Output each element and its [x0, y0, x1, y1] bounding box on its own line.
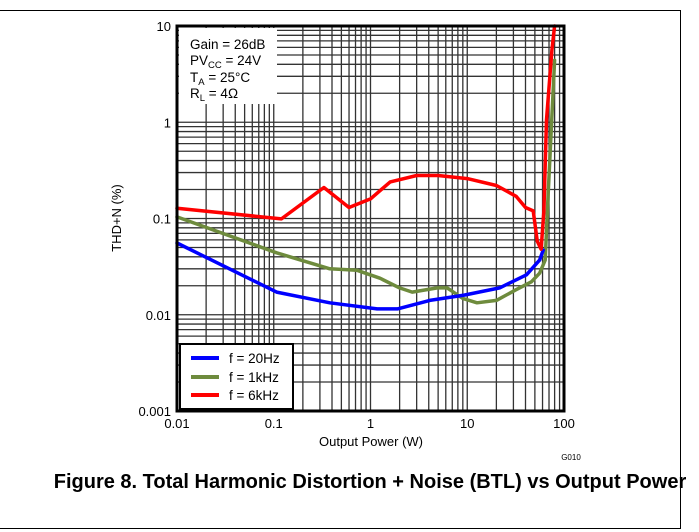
frame-right-line: [680, 10, 681, 529]
legend-label-1khz: f = 1kHz: [229, 370, 279, 385]
x-tick-label: 0.1: [265, 416, 283, 431]
y-tick-label: 10: [157, 19, 171, 34]
condition-ta: TA = 25°C: [190, 70, 250, 88]
figure-caption: Figure 8. Total Harmonic Distortion + No…: [53, 471, 687, 493]
legend-label-6khz: f = 6kHz: [229, 388, 279, 403]
legend-label-20hz: f = 20Hz: [229, 351, 280, 366]
x-tick-label: 100: [553, 416, 575, 431]
y-tick-label: 1: [164, 115, 171, 130]
conditions-box: Gain = 26dB PVCC = 24V TA = 25°C RL = 4Ω: [179, 28, 277, 104]
condition-gain: Gain = 26dB: [190, 37, 265, 52]
condition-pvcc: PVCC = 24V: [190, 53, 261, 71]
series-lines: [175, 24, 557, 311]
conditions-box-bg: [179, 28, 277, 104]
x-tick-label: 1: [367, 416, 374, 431]
legend: f = 20Hz f = 1kHz f = 6kHz: [179, 343, 294, 410]
graph-code: G010: [561, 453, 581, 462]
x-tick-label: 0.01: [164, 416, 189, 431]
series-line-20hz: [175, 241, 545, 311]
y-axis-label: THD+N (%): [109, 184, 124, 252]
y-tick-label: 0.01: [146, 308, 171, 323]
series-line-1khz: [175, 58, 557, 305]
condition-rl: RL = 4Ω: [190, 86, 238, 104]
y-tick-label: 0.001: [138, 404, 171, 419]
series-line-6khz: [175, 24, 557, 251]
plot-border: [175, 24, 566, 413]
frame-bottom-line: [0, 528, 681, 529]
legend-box: [179, 343, 294, 410]
x-axis-label: Output Power (W): [319, 434, 423, 449]
frame-top-line: [0, 10, 681, 11]
y-tick-label: 0.1: [153, 212, 171, 227]
x-tick-label: 10: [460, 416, 474, 431]
